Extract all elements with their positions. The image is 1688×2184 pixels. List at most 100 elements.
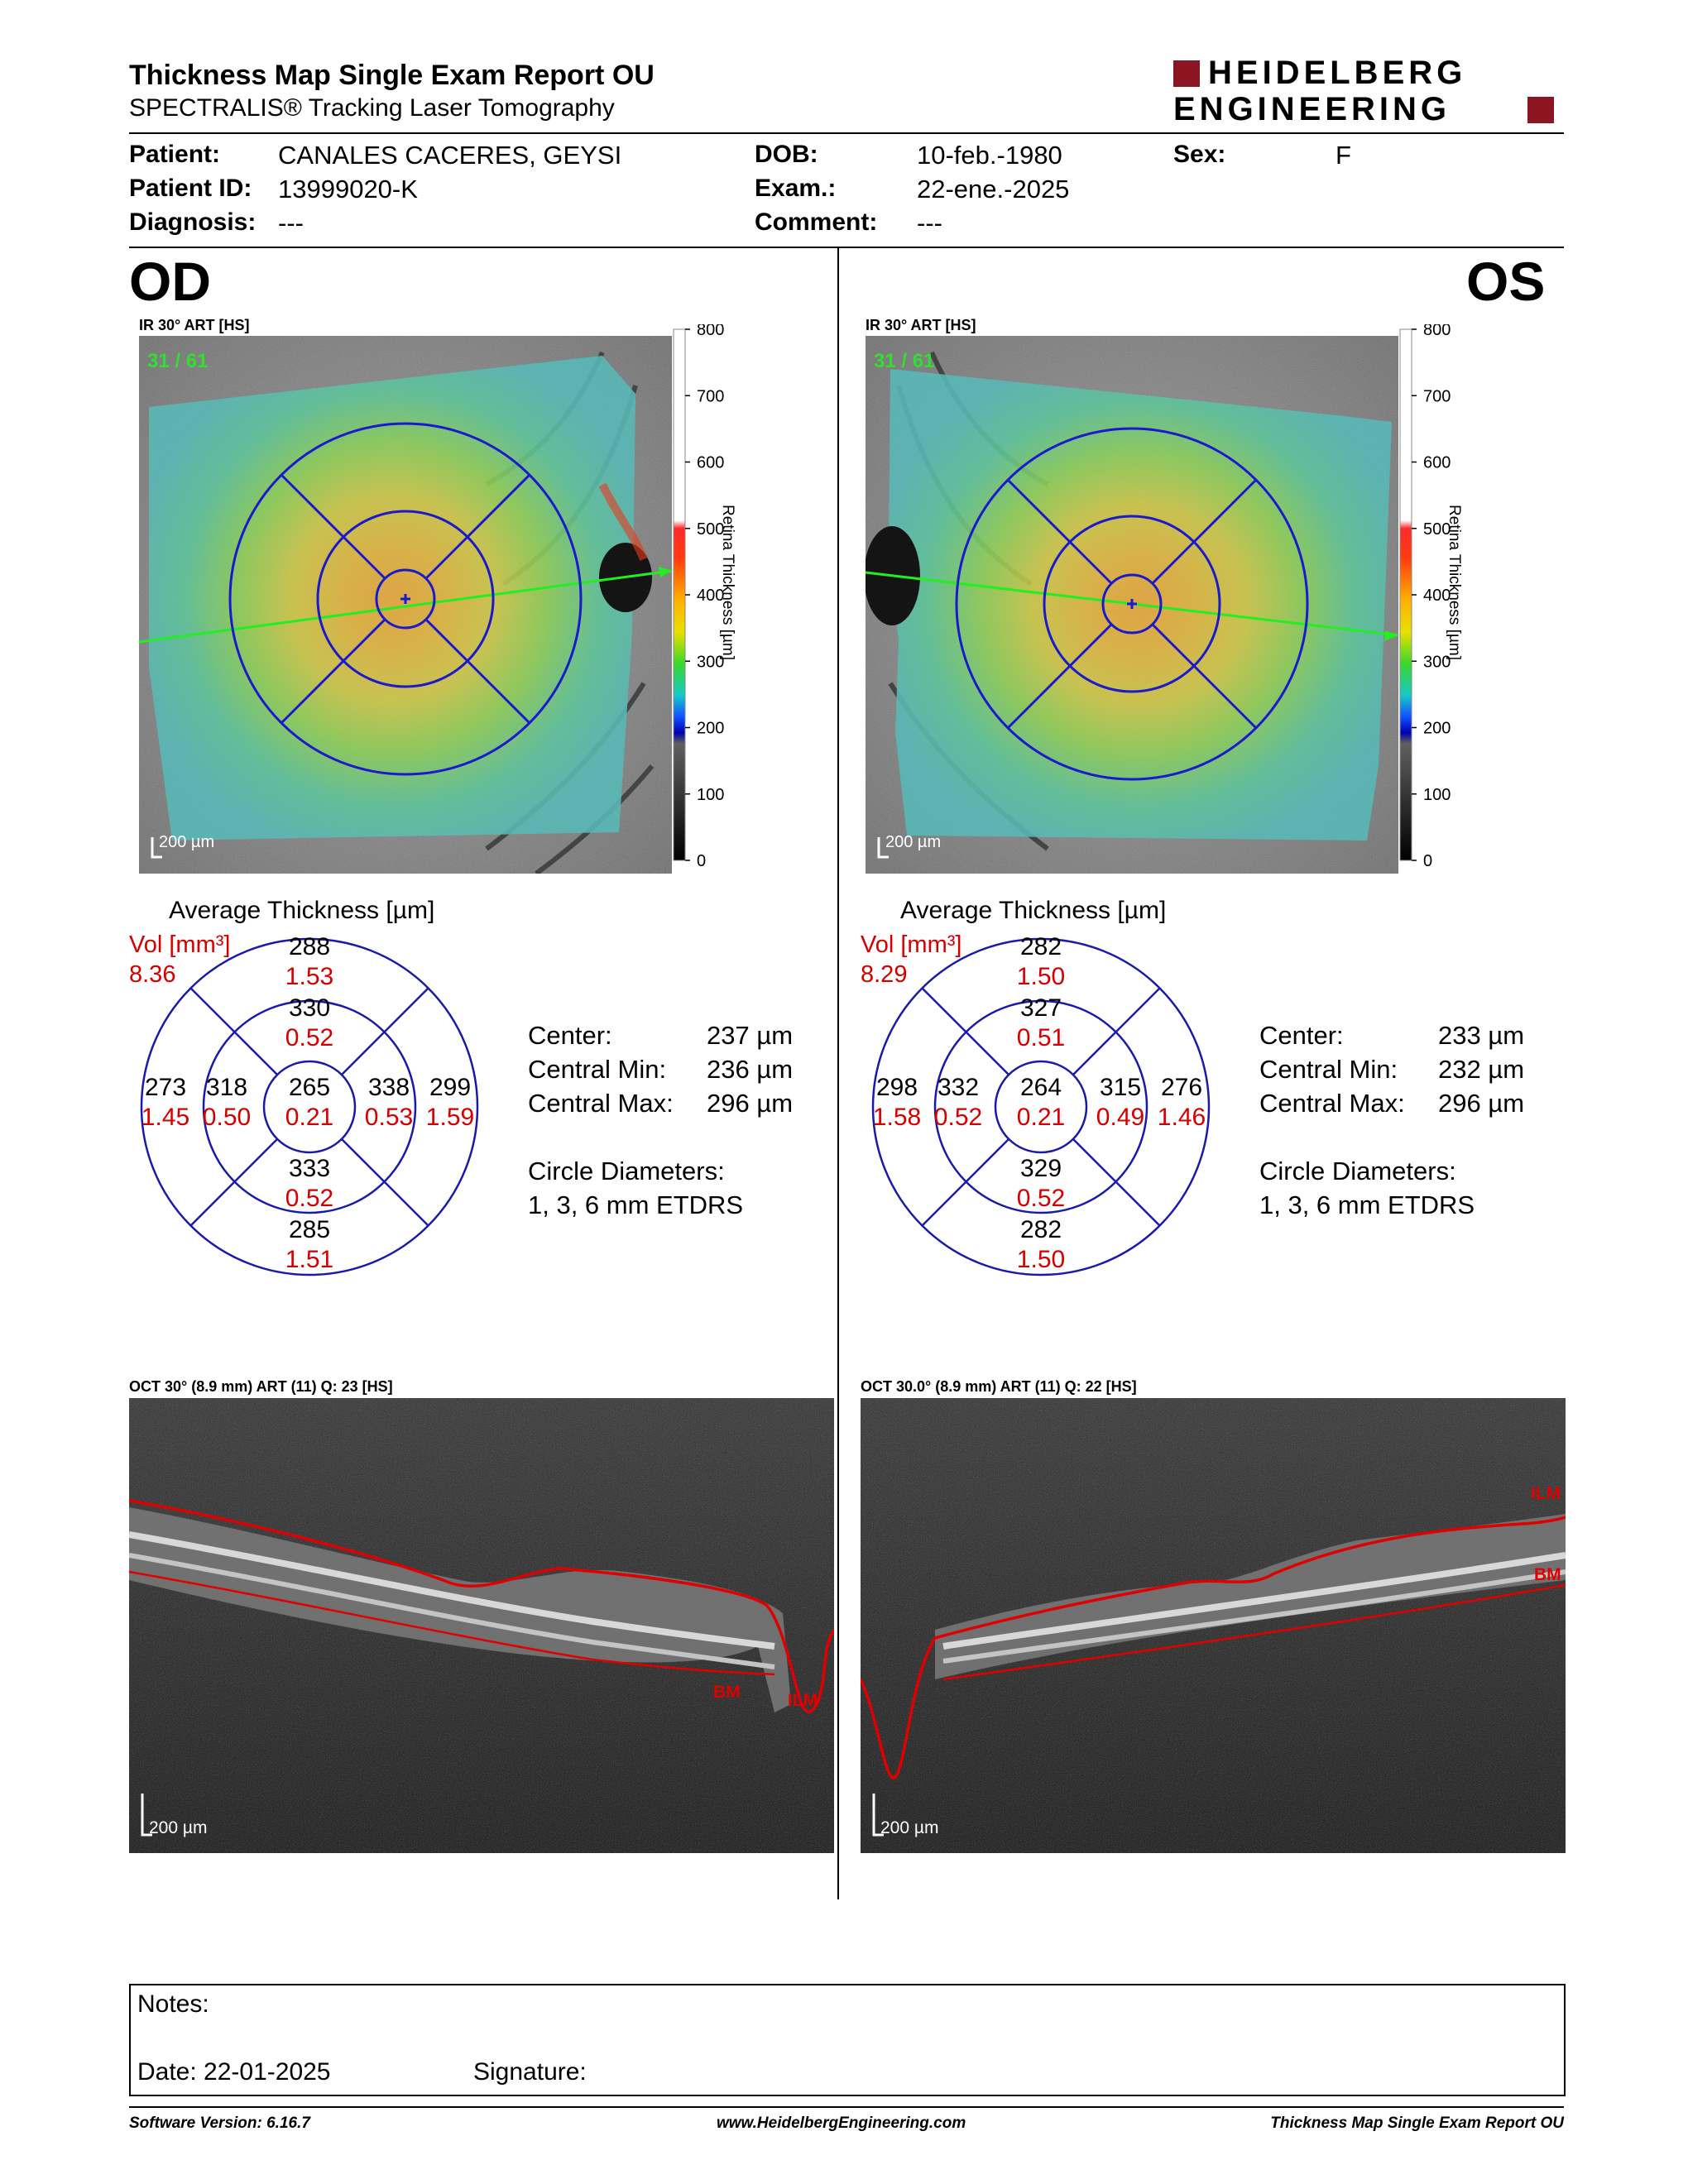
- scale-tick-label: 400: [697, 587, 724, 605]
- os-oct-bm-label: BM: [1534, 1565, 1561, 1584]
- diagnosis-value: ---: [278, 208, 304, 237]
- od-inner-inf-thickness: 333: [288, 1155, 331, 1182]
- os-inner-left-thickness: 332: [937, 1074, 980, 1101]
- od-center-value: 237 µm: [707, 1021, 794, 1050]
- od-central-min-value: 236 µm: [707, 1055, 794, 1084]
- exam-value: 22-ene.-2025: [917, 175, 1070, 204]
- os-ir-label: IR 30° ART [HS]: [866, 317, 976, 333]
- os-inner-inf-volume: 0.52: [1016, 1185, 1066, 1212]
- od-thickness-map: 31 / 61 200 µm: [139, 336, 672, 874]
- od-center-thickness: 265: [288, 1074, 331, 1101]
- report-subtitle: SPECTRALIS® Tracking Laser Tomography: [129, 94, 615, 122]
- od-outer-right-thickness: 299: [429, 1074, 472, 1101]
- od-oct-label: OCT 30° (8.9 mm) ART (11) Q: 23 [HS]: [129, 1378, 393, 1395]
- footer-software-version: Software Version: 6.16.7: [129, 2115, 310, 2132]
- scale-tick-label: 500: [697, 520, 724, 539]
- os-scalebar: 200 µm: [885, 833, 941, 851]
- os-oct-label: OCT 30.0° (8.9 mm) ART (11) Q: 22 [HS]: [861, 1378, 1137, 1395]
- scale-tick-label: 800: [697, 324, 724, 339]
- os-center-label: Center:: [1259, 1021, 1344, 1050]
- eye-label-os: OS: [1466, 251, 1546, 312]
- dob-value: 10-feb.-1980: [917, 141, 1062, 170]
- scale-tick-label: 100: [1423, 786, 1451, 804]
- od-ir-label: IR 30° ART [HS]: [139, 317, 250, 333]
- os-etdrs-grid: [871, 937, 1211, 1276]
- od-central-max-label: Central Max:: [528, 1089, 674, 1118]
- scale-tick-label: 100: [697, 786, 724, 804]
- patient-id: 13999020-K: [278, 175, 418, 204]
- os-inner-left-volume: 0.52: [933, 1104, 983, 1131]
- comment-value: ---: [917, 208, 942, 237]
- os-outer-inf-thickness: 282: [1019, 1216, 1062, 1243]
- od-ir-counter: 31 / 61: [147, 350, 208, 372]
- patient-label: Patient:: [129, 141, 221, 168]
- od-circle-diameters-label: Circle Diameters:: [528, 1157, 725, 1185]
- od-center-volume: 0.21: [285, 1104, 334, 1131]
- os-inner-sup-thickness: 327: [1019, 994, 1062, 1022]
- os-inner-right-volume: 0.49: [1096, 1104, 1145, 1131]
- os-ir-counter: 31 / 61: [874, 350, 934, 372]
- od-central-max-value: 296 µm: [707, 1089, 794, 1118]
- os-outer-right-thickness: 276: [1160, 1074, 1203, 1101]
- od-oct-ilm-label: ILM: [788, 1691, 818, 1710]
- scale-tick-label: 400: [1423, 587, 1451, 605]
- od-avg-title: Average Thickness [µm]: [169, 897, 435, 924]
- exam-label: Exam.:: [755, 175, 837, 202]
- os-circle-diameters-value: 1, 3, 6 mm ETDRS: [1259, 1190, 1475, 1219]
- scale-tick-label: 700: [697, 387, 724, 405]
- os-center-volume: 0.21: [1016, 1104, 1066, 1131]
- os-inner-inf-thickness: 329: [1019, 1155, 1062, 1182]
- od-inner-sup-volume: 0.52: [285, 1024, 334, 1051]
- od-circle-diameters-value: 1, 3, 6 mm ETDRS: [528, 1190, 744, 1219]
- od-outer-right-volume: 1.59: [425, 1104, 475, 1131]
- od-central-min-label: Central Min:: [528, 1055, 667, 1084]
- logo-line-1: HEIDELBERG: [1208, 55, 1467, 91]
- os-outer-inf-volume: 1.50: [1016, 1246, 1066, 1273]
- od-scale-label: Retina Thickness [µm]: [719, 505, 736, 660]
- notes-box[interactable]: Notes: Date: 22-01-2025 Signature:: [129, 1984, 1566, 2096]
- scale-tick-label: 300: [1423, 653, 1451, 671]
- diagnosis-label: Diagnosis:: [129, 208, 257, 236]
- od-vol-label: Vol [mm³]: [129, 932, 231, 958]
- od-vol-value: 8.36: [129, 961, 176, 988]
- os-central-min-value: 232 µm: [1438, 1055, 1525, 1084]
- footer-url[interactable]: www.HeidelbergEngineering.com: [717, 2115, 966, 2132]
- od-inner-right-volume: 0.53: [364, 1104, 414, 1131]
- os-central-max-value: 296 µm: [1438, 1089, 1525, 1118]
- footer-report-name: Thickness Map Single Exam Report OU: [1270, 2115, 1564, 2132]
- os-oct-ilm-label: ILM: [1531, 1484, 1561, 1503]
- scale-tick-label: 500: [1423, 520, 1451, 539]
- od-outer-left-volume: 1.45: [141, 1104, 190, 1131]
- od-outer-sup-volume: 1.53: [285, 963, 334, 990]
- dob-label: DOB:: [755, 141, 818, 168]
- od-inner-left-thickness: 318: [205, 1074, 248, 1101]
- os-scale-label: Retina Thickness [µm]: [1446, 505, 1463, 660]
- os-outer-left-thickness: 298: [875, 1074, 918, 1101]
- date-label: Date: 22-01-2025: [137, 2058, 331, 2086]
- od-oct-scalebar: 200 µm: [149, 1818, 207, 1837]
- od-outer-sup-thickness: 288: [288, 933, 331, 960]
- os-vol-value: 8.29: [861, 961, 908, 988]
- os-outer-right-volume: 1.46: [1157, 1104, 1206, 1131]
- os-color-scale: 800 700 600 500 400 300 200 100 0: [1399, 324, 1451, 870]
- logo-line-2: ENGINEERING: [1173, 91, 1451, 127]
- os-center-value: 233 µm: [1438, 1021, 1525, 1050]
- scale-tick-label: 800: [1423, 324, 1451, 339]
- od-outer-inf-volume: 1.51: [285, 1246, 334, 1273]
- scale-tick-label: 600: [697, 454, 724, 472]
- scale-tick-label: 0: [697, 852, 706, 870]
- od-inner-sup-thickness: 330: [288, 994, 331, 1022]
- os-oct-bscan: ILM BM 200 µm: [861, 1398, 1566, 1853]
- od-inner-inf-volume: 0.52: [285, 1185, 334, 1212]
- os-outer-sup-volume: 1.50: [1016, 963, 1066, 990]
- od-center-label: Center:: [528, 1021, 612, 1050]
- heidelberg-logo: HEIDELBERG ENGINEERING: [1173, 55, 1564, 129]
- sex-label: Sex:: [1173, 141, 1226, 168]
- os-avg-title: Average Thickness [µm]: [900, 897, 1167, 924]
- scale-tick-label: 700: [1423, 387, 1451, 405]
- od-scalebar: 200 µm: [159, 833, 214, 851]
- scale-tick-label: 200: [697, 720, 724, 738]
- os-central-max-label: Central Max:: [1259, 1089, 1405, 1118]
- od-outer-inf-thickness: 285: [288, 1216, 331, 1243]
- signature-label: Signature:: [473, 2058, 587, 2086]
